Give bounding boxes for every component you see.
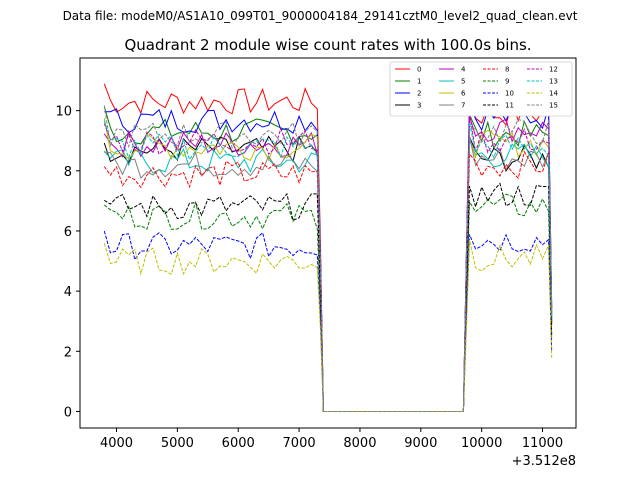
legend-box — [389, 61, 573, 117]
axes-layer: 4000 5000 6000 7000 8000 9000 10000 11000 0 2 4 6 8 1… — [55, 105, 563, 451]
legend-label-9: 9 — [505, 78, 509, 86]
y-tick-label: 4 — [64, 285, 72, 300]
legend-label-8: 8 — [505, 66, 509, 74]
y-tick-label: 10 — [55, 105, 72, 120]
legend-label-14: 14 — [549, 90, 558, 98]
series-line-8 — [103, 150, 553, 412]
y-tick-label: 2 — [64, 345, 72, 360]
series-line-11 — [104, 182, 553, 412]
legend-label-1: 1 — [417, 78, 421, 86]
series-line-15 — [103, 105, 553, 412]
series-line-4 — [103, 116, 553, 412]
legend-label-3: 3 — [417, 102, 421, 110]
chart-title: Quadrant 2 module wise count rates with … — [124, 36, 531, 54]
x-tick-label: 10000 — [461, 436, 502, 451]
plot-area — [79, 57, 577, 429]
y-tick-label: 0 — [64, 405, 72, 420]
x-tick-label: 9000 — [404, 436, 437, 451]
legend-label-10: 10 — [505, 90, 514, 98]
legend-label-6: 6 — [461, 90, 466, 98]
y-tick-label: 6 — [64, 225, 72, 240]
series-line-12 — [103, 112, 553, 412]
series-line-5 — [103, 139, 553, 412]
series-line-9 — [103, 193, 553, 412]
y-tick-label: 8 — [64, 165, 72, 180]
series-line-10 — [103, 230, 553, 412]
x-offset-label: +3.512e8 — [512, 454, 576, 469]
legend-label-12: 12 — [549, 66, 558, 74]
legend-label-7: 7 — [461, 102, 465, 110]
legend-label-13: 13 — [549, 78, 558, 86]
chart-suptitle: Data file: modeM0/AS1A10_099T01_90000041… — [63, 9, 578, 23]
series-line-2 — [104, 102, 553, 412]
x-tick-label: 7000 — [283, 436, 316, 451]
legend-label-11: 11 — [505, 102, 514, 110]
series-line-14 — [103, 239, 553, 412]
series-line-13 — [103, 120, 553, 412]
legend-label-0: 0 — [417, 66, 421, 74]
series-layer — [103, 83, 553, 412]
x-tick-label: 4000 — [100, 436, 133, 451]
x-tick-label: 11000 — [522, 436, 563, 451]
x-tick-label: 6000 — [222, 436, 255, 451]
series-line-6 — [103, 118, 553, 412]
legend-label-15: 15 — [549, 102, 558, 110]
legend-label-5: 5 — [461, 78, 465, 86]
x-tick-label: 8000 — [343, 436, 376, 451]
x-tick-label: 5000 — [161, 436, 194, 451]
legend-label-4: 4 — [461, 66, 466, 74]
legend-label-2: 2 — [417, 90, 421, 98]
